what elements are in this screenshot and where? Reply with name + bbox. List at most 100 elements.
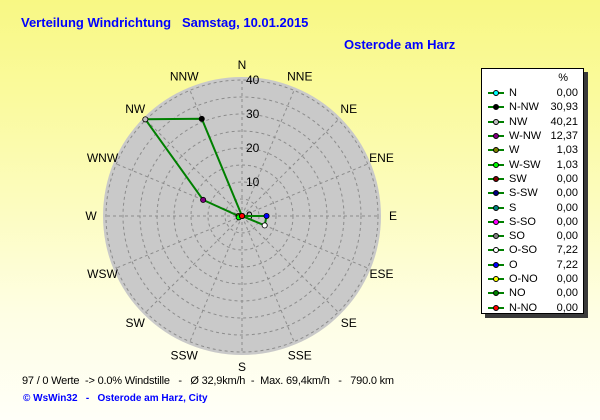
legend-marker-dot (493, 161, 499, 168)
legend-series-value: 0,00 (556, 187, 578, 200)
legend-row: N 0,00 (482, 86, 583, 100)
grid-radial (144, 118, 243, 217)
legend-marker-dot (493, 276, 499, 282)
legend-series-label: S-SO (509, 215, 536, 228)
compass-label-w: W (85, 209, 97, 223)
compass-label-nnw: NNW (170, 69, 199, 83)
compass-label-ese: ESE (369, 267, 393, 281)
data-point-o (263, 212, 270, 219)
data-point-n-nw (198, 115, 205, 122)
grid-radial (241, 215, 370, 270)
radial-tick-label: 40 (246, 73, 260, 87)
legend-series-value: 1,03 (556, 144, 578, 157)
compass-label-ene: ENE (369, 151, 394, 165)
legend-series-label: N-NW (509, 101, 539, 114)
legend-series-label: W-SW (509, 158, 541, 171)
grid-circle (122, 96, 362, 336)
copyright-line: © WsWin32 - Osterode am Harz, City (23, 393, 208, 404)
legend-series-label: S (509, 201, 517, 214)
legend-marker-line (488, 233, 504, 240)
legend-series-value: 0,00 (556, 87, 578, 100)
legend-box: % N 0,00 N-NW 30,93 NW 40,21 W-NW 12,37 W 1,03 W-S… (481, 68, 584, 314)
radial-tick-label: 20 (246, 141, 260, 155)
legend-series-label: W (509, 144, 520, 157)
legend-row: N-NW 30,93 (482, 100, 583, 114)
legend-marker-dot (493, 90, 499, 97)
grid-circle (207, 181, 277, 251)
grid-radial (241, 215, 340, 314)
compass-label-e: E (389, 209, 397, 223)
legend-series-label: O-NO (509, 273, 538, 285)
legend-series-label: O-SO (509, 244, 538, 257)
legend-marker-dot (493, 233, 499, 240)
legend-marker-dot (493, 290, 499, 297)
legend-row: S-SW 0,00 (482, 186, 583, 200)
legend-series-label: W-NW (509, 130, 542, 143)
legend-row: O-NO 0,00 (482, 272, 583, 286)
grid-radial (144, 215, 243, 314)
legend-series-value: 7,22 (556, 244, 578, 257)
compass-label-sse: SSE (288, 349, 312, 363)
legend-marker-dot (493, 104, 499, 111)
legend-marker-dot (493, 304, 499, 311)
chart-title: Verteilung Windrichtung Samstag, 10.01.2… (21, 15, 309, 30)
compass-label-ne: NE (340, 102, 357, 116)
legend-marker-line (488, 118, 504, 125)
station-name: Osterode am Harz (344, 37, 456, 52)
legend-row: O 7,22 (482, 258, 583, 272)
grid-circle (105, 79, 379, 353)
legend-unit-header: % (558, 72, 568, 84)
data-point-w-nw (200, 196, 207, 203)
compass-label-ssw: SSW (171, 349, 199, 363)
legend-marker-line (488, 104, 504, 111)
legend-series-value: 40,21 (550, 115, 578, 128)
legend-row: N-NO 0,00 (482, 300, 583, 314)
legend-series-label: NO (509, 287, 526, 300)
legend-marker-dot (493, 190, 499, 197)
grid-radial (241, 88, 296, 217)
legend-row: S 0,00 (482, 200, 583, 214)
legend-marker-dot (493, 261, 499, 268)
radial-tick-label: 10 (246, 175, 260, 189)
legend-marker-dot (493, 218, 499, 225)
legend-row: W-NW 12,37 (482, 129, 583, 143)
legend-marker-dot (493, 133, 499, 140)
grid-radial (241, 118, 340, 217)
compass-label-s: S (238, 360, 246, 374)
legend-series-label: S-SW (509, 187, 538, 200)
legend-marker-line (488, 261, 504, 268)
legend-marker-line (488, 290, 504, 297)
legend-row: O-SO 7,22 (482, 243, 583, 257)
legend-row: NW 40,21 (482, 115, 583, 129)
legend-row: W 1,03 (482, 143, 583, 157)
legend-series-value: 0,00 (556, 301, 578, 314)
legend-row: SW 0,00 (482, 172, 583, 186)
legend-marker-dot (493, 118, 499, 125)
legend-series-value: 0,00 (556, 287, 578, 300)
legend-series-value: 30,93 (550, 101, 578, 114)
radial-tick-label: 30 (246, 107, 260, 121)
data-point-o-so (261, 222, 268, 229)
legend-rows: N 0,00 N-NW 30,93 NW 40,21 W-NW 12,37 W 1,03 W-SW 1… (482, 86, 583, 315)
legend-marker-line (488, 218, 504, 225)
legend-marker-line (488, 304, 504, 311)
compass-label-n: N (238, 58, 247, 72)
legend-series-label: N (509, 87, 517, 100)
grid-radial (114, 162, 243, 217)
compass-label-sw: SW (126, 316, 146, 330)
legend-marker-line (488, 276, 504, 282)
data-point-n-no (238, 212, 245, 219)
legend-series-label: SO (509, 230, 525, 243)
stats-line: 97 / 0 Werte -> 0.0% Windstille - Ø 32,9… (22, 375, 394, 387)
grid-radial (241, 162, 370, 217)
legend-marker-dot (493, 204, 499, 211)
legend-row: W-SW 1,03 (482, 157, 583, 171)
legend-series-value: 7,22 (556, 258, 578, 271)
legend-series-label: N-NO (509, 301, 538, 314)
legend-marker-dot (493, 147, 499, 154)
legend-series-value: 0,00 (556, 273, 578, 285)
grid-radial (241, 215, 296, 344)
legend-marker-dot (493, 175, 499, 182)
compass-label-nne: NNE (287, 69, 312, 83)
